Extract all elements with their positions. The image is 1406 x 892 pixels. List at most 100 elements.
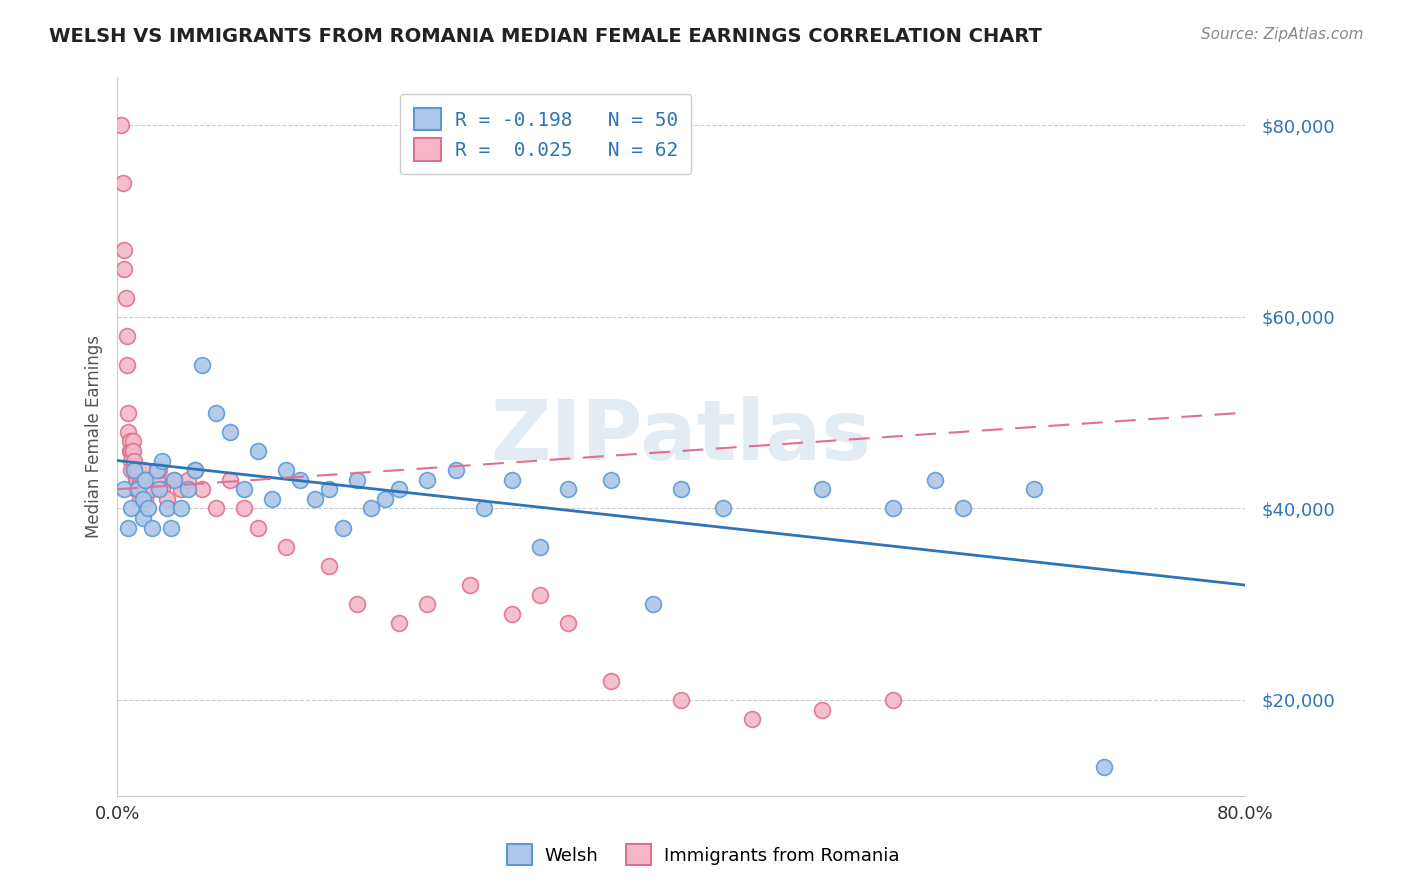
- Point: [131, 463, 153, 477]
- Point: [110, 119, 132, 133]
- Point: [122, 463, 145, 477]
- Point: [233, 483, 256, 497]
- Point: [124, 473, 146, 487]
- Point: [1022, 483, 1045, 497]
- Point: [122, 453, 145, 467]
- Point: [262, 491, 284, 506]
- Point: [374, 491, 396, 506]
- Point: [501, 473, 523, 487]
- Point: [205, 406, 228, 420]
- Point: [120, 444, 142, 458]
- Point: [599, 473, 621, 487]
- Point: [318, 558, 340, 573]
- Point: [120, 501, 142, 516]
- Point: [924, 473, 946, 487]
- Point: [472, 501, 495, 516]
- Point: [122, 463, 145, 477]
- Point: [150, 453, 173, 467]
- Point: [145, 473, 167, 487]
- Point: [111, 176, 134, 190]
- Point: [247, 520, 270, 534]
- Point: [115, 358, 138, 372]
- Point: [304, 491, 326, 506]
- Point: [136, 473, 159, 487]
- Point: [117, 406, 139, 420]
- Point: [882, 693, 904, 707]
- Text: Source: ZipAtlas.com: Source: ZipAtlas.com: [1201, 27, 1364, 42]
- Point: [127, 483, 149, 497]
- Point: [134, 491, 156, 506]
- Point: [501, 607, 523, 621]
- Point: [117, 520, 139, 534]
- Point: [162, 473, 184, 487]
- Point: [191, 483, 214, 497]
- Legend: Welsh, Immigrants from Romania: Welsh, Immigrants from Romania: [498, 835, 908, 874]
- Point: [134, 483, 156, 497]
- Point: [112, 243, 135, 257]
- Point: [134, 473, 156, 487]
- Point: [118, 434, 141, 449]
- Point: [129, 473, 152, 487]
- Point: [247, 444, 270, 458]
- Point: [129, 483, 152, 497]
- Point: [125, 483, 148, 497]
- Point: [219, 425, 242, 439]
- Point: [811, 702, 834, 716]
- Point: [233, 501, 256, 516]
- Point: [131, 473, 153, 487]
- Legend: R = -0.198   N = 50, R =  0.025   N = 62: R = -0.198 N = 50, R = 0.025 N = 62: [401, 95, 692, 174]
- Point: [416, 473, 439, 487]
- Point: [557, 483, 579, 497]
- Point: [136, 501, 159, 516]
- Point: [599, 673, 621, 688]
- Point: [128, 473, 150, 487]
- Point: [125, 473, 148, 487]
- Point: [169, 501, 191, 516]
- Point: [952, 501, 974, 516]
- Point: [388, 616, 411, 631]
- Point: [131, 511, 153, 525]
- Point: [205, 501, 228, 516]
- Point: [416, 597, 439, 611]
- Point: [346, 473, 368, 487]
- Point: [183, 463, 205, 477]
- Point: [529, 540, 551, 554]
- Point: [713, 501, 735, 516]
- Point: [183, 463, 205, 477]
- Point: [162, 473, 184, 487]
- Point: [388, 483, 411, 497]
- Point: [641, 597, 664, 611]
- Point: [318, 483, 340, 497]
- Point: [811, 483, 834, 497]
- Point: [669, 483, 692, 497]
- Point: [115, 329, 138, 343]
- Point: [141, 483, 163, 497]
- Point: [882, 501, 904, 516]
- Point: [159, 520, 181, 534]
- Point: [148, 463, 170, 477]
- Point: [114, 291, 136, 305]
- Text: ZIPatlas: ZIPatlas: [491, 396, 872, 477]
- Point: [124, 463, 146, 477]
- Point: [128, 491, 150, 506]
- Point: [332, 520, 354, 534]
- Point: [276, 540, 298, 554]
- Point: [557, 616, 579, 631]
- Point: [112, 483, 135, 497]
- Point: [191, 358, 214, 372]
- Point: [290, 473, 312, 487]
- Point: [124, 483, 146, 497]
- Point: [669, 693, 692, 707]
- Point: [121, 444, 143, 458]
- Point: [346, 597, 368, 611]
- Point: [176, 483, 198, 497]
- Point: [155, 501, 177, 516]
- Point: [360, 501, 382, 516]
- Point: [529, 588, 551, 602]
- Point: [169, 483, 191, 497]
- Point: [120, 453, 142, 467]
- Point: [148, 483, 170, 497]
- Point: [120, 463, 142, 477]
- Point: [741, 712, 763, 726]
- Point: [121, 434, 143, 449]
